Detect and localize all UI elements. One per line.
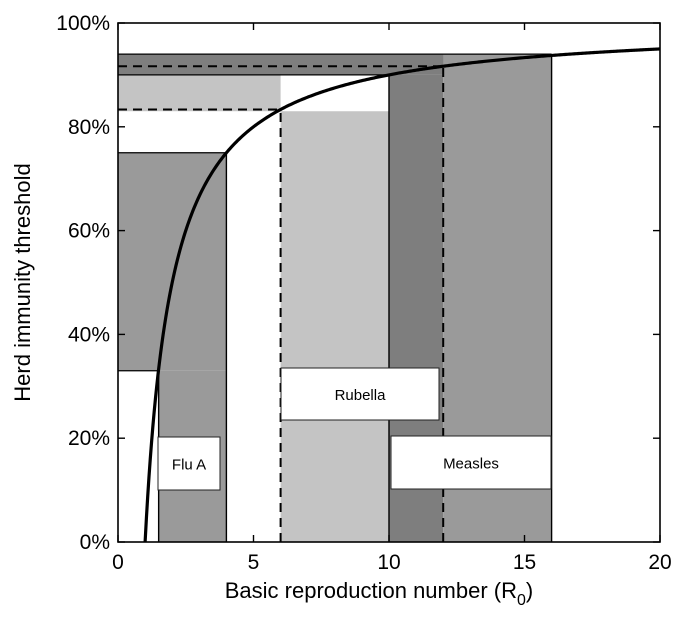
disease-labels: Flu A Rubella Measles (157, 367, 552, 491)
disease-label: Flu A (172, 457, 206, 474)
x-axis-label-subscript: 0 (517, 592, 526, 609)
label-box-2 (390, 435, 552, 490)
y-tick-label: 80% (68, 116, 110, 139)
rubella-r0-column (280, 111, 389, 542)
label-box-0 (157, 436, 221, 491)
x-axis-label: Basic reproduction number (R0) (225, 578, 533, 609)
x-axis-label-close: ) (526, 578, 533, 603)
x-axis-label-main: Basic reproduction number (R (225, 578, 517, 603)
label-box-1 (280, 367, 440, 421)
x-tick-label: 0 (112, 551, 124, 574)
x-tick-label: 5 (248, 551, 260, 574)
y-tick-label: 20% (68, 427, 110, 450)
rubella-threshold-band (118, 74, 281, 112)
threshold-curve (143, 47, 661, 543)
x-tick-label: 20 (648, 551, 671, 574)
disease-label: Rubella (335, 387, 387, 404)
flu-threshold-band (118, 152, 227, 371)
x-tick-label: 15 (513, 551, 536, 574)
y-tick-label: 100% (56, 12, 110, 35)
y-axis-label: Herd immunity threshold (10, 163, 35, 401)
y-tick-label: 40% (68, 323, 110, 346)
axis-ticks: 0 5 10 15 20 0% 20% 40% 60% 80% 100% (56, 12, 671, 574)
x-tick-label: 10 (377, 551, 400, 574)
y-tick-label: 60% (68, 220, 110, 243)
y-tick-label: 0% (80, 531, 110, 554)
disease-label: Measles (443, 456, 499, 473)
